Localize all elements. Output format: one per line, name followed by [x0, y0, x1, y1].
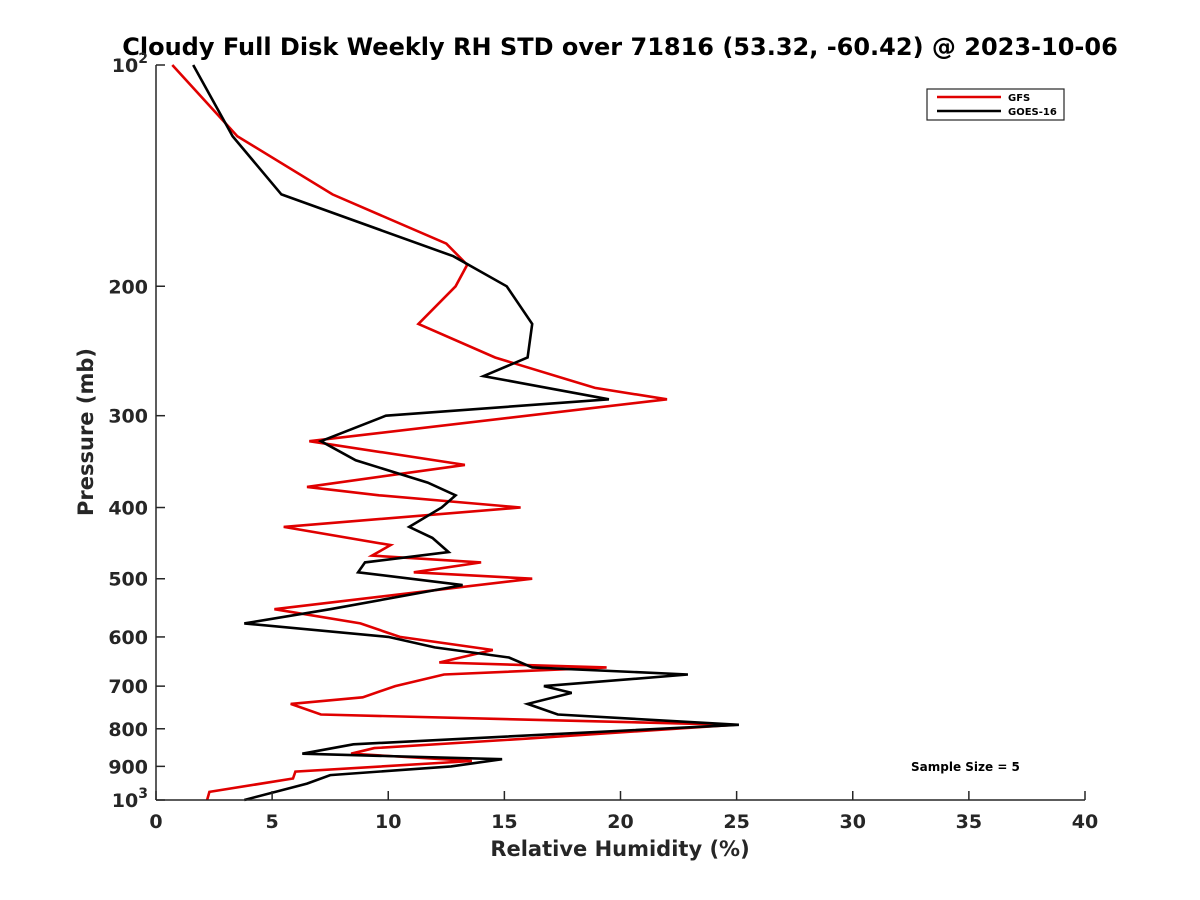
x-tick-label: 35 [956, 811, 982, 833]
y-axis-label: Pressure (mb) [74, 348, 98, 516]
series-line-0 [171, 64, 735, 801]
legend-label-1: GOES-16 [1008, 107, 1057, 118]
series-line-1 [192, 64, 739, 802]
chart-title: Cloudy Full Disk Weekly RH STD over 7181… [122, 33, 1118, 61]
y-tick-label: 500 [108, 569, 148, 591]
x-tick-label: 5 [266, 811, 279, 833]
x-axis-label: Relative Humidity (%) [490, 837, 749, 861]
x-tick-label: 25 [723, 811, 749, 833]
legend-label-0: GFS [1008, 93, 1030, 104]
x-tick-label: 0 [149, 811, 162, 833]
y-ticks: 102 200 300 400 500 600 700 800 900 103 [108, 51, 165, 812]
x-tick-label: 20 [607, 811, 633, 833]
y-tick-label: 103 [112, 786, 148, 812]
axes-layer [155, 65, 1085, 801]
x-tick-label: 40 [1072, 811, 1098, 833]
y-tick-label: 102 [112, 51, 148, 77]
y-tick-label: 900 [108, 756, 148, 778]
y-tick-label: 800 [108, 719, 148, 741]
x-tick-label: 10 [375, 811, 401, 833]
x-ticks: 0 5 10 15 20 25 30 35 40 [149, 791, 1098, 833]
y-tick-label: 600 [108, 627, 148, 649]
y-tick-label: 700 [108, 676, 148, 698]
x-tick-label: 30 [840, 811, 866, 833]
sample-size-annotation: Sample Size = 5 [911, 760, 1020, 774]
legend: GFS GOES-16 [926, 88, 1065, 121]
legend-box [926, 88, 1065, 121]
x-tick-label: 15 [491, 811, 517, 833]
series-layer [171, 64, 739, 802]
y-tick-label: 300 [108, 406, 148, 428]
y-tick-label: 400 [108, 498, 148, 520]
y-tick-label: 200 [108, 276, 148, 298]
